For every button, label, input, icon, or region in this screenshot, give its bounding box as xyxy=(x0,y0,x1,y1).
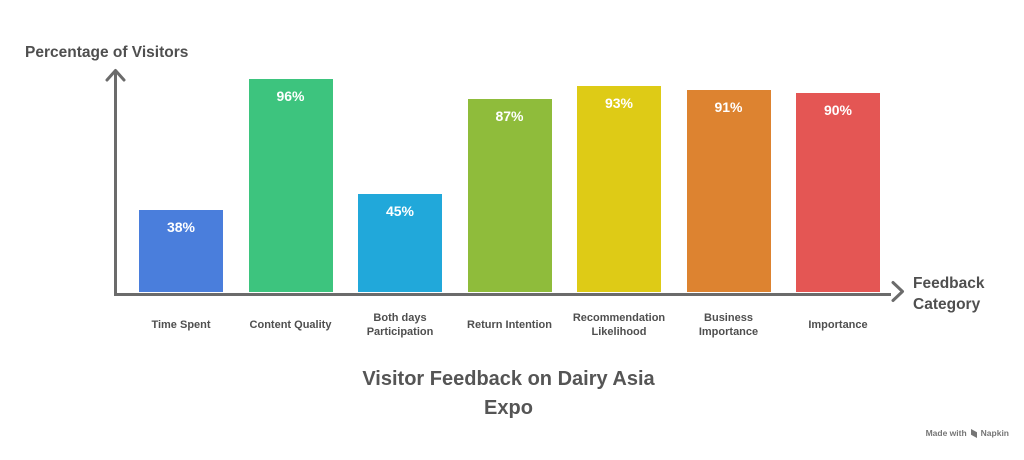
x-axis-arrow-icon xyxy=(891,281,904,302)
y-axis-arrow-icon xyxy=(105,69,126,82)
bar-value-label: 90% xyxy=(823,102,853,118)
y-axis-label: Percentage of Visitors xyxy=(25,44,189,61)
bar-value-label: 93% xyxy=(604,95,634,111)
bar: 91% xyxy=(684,88,773,294)
bar: 96% xyxy=(246,77,335,294)
category-label: Importance xyxy=(808,318,868,331)
bar-value-label: 91% xyxy=(714,99,743,115)
bar: 45% xyxy=(356,192,444,294)
bar: 90% xyxy=(794,91,882,294)
category-label: Time Spent xyxy=(151,318,211,331)
bar-value-label: 45% xyxy=(385,203,415,219)
bar-value-label: 96% xyxy=(276,88,305,104)
category-label: Return Intention xyxy=(467,318,552,331)
chart-title: Visitor Feedback on Dairy Asia Expo xyxy=(362,368,655,419)
bar-value-label: 87% xyxy=(495,108,524,124)
bar: 87% xyxy=(465,97,554,294)
napkin-brand-text: Napkin xyxy=(980,428,1009,438)
bar: 38% xyxy=(137,208,225,294)
bar: 93% xyxy=(575,84,663,294)
napkin-logo-icon xyxy=(970,428,978,438)
napkin-credit: Made with Napkin xyxy=(926,428,1009,438)
category-label: Both days Participation xyxy=(366,311,434,338)
category-label: Content Quality xyxy=(249,318,332,331)
category-label: Business Importance xyxy=(698,311,759,338)
category-label: Recommendation Likelihood xyxy=(572,311,666,338)
made-with-text: Made with xyxy=(925,428,967,438)
x-axis-label: Feedback Category xyxy=(913,275,985,313)
bar-value-label: 38% xyxy=(166,219,196,235)
